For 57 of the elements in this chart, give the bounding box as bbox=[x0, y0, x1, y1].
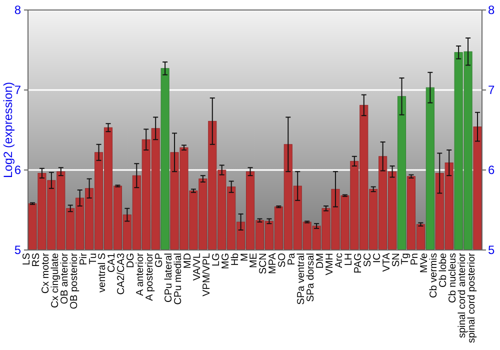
y2-tick-label: 6 bbox=[488, 162, 495, 177]
x-tick-label: DG bbox=[126, 252, 137, 268]
x-tick-label: Arc bbox=[334, 253, 345, 268]
x-tick-label: A anterior bbox=[135, 252, 146, 296]
y2-tick-label: 8 bbox=[488, 2, 495, 17]
x-tick-label: RS bbox=[30, 252, 42, 267]
x-tick-label: IC bbox=[372, 253, 383, 263]
y2-tick-label: 7 bbox=[488, 82, 495, 97]
x-tick-label: Pn bbox=[410, 253, 421, 266]
x-tick-label: SC bbox=[362, 253, 374, 267]
x-tick-label: CA1 bbox=[106, 252, 118, 272]
y-tick-label: 8 bbox=[14, 2, 22, 17]
x-tick-label: VMH bbox=[324, 253, 336, 276]
x-tick-label: ME bbox=[248, 252, 260, 268]
x-tick-label: OB anterior bbox=[59, 252, 70, 304]
x-tick-label: M bbox=[239, 253, 250, 262]
x-tick-label: CPu lateral bbox=[164, 253, 175, 302]
x-tick-label: Pir bbox=[78, 252, 90, 266]
x-tick-label: SN bbox=[390, 253, 402, 267]
x-tick-label: Pa bbox=[286, 252, 298, 266]
x-tick-label: MD bbox=[182, 253, 194, 269]
y-axis-title: Log2 (expression) bbox=[1, 82, 15, 178]
x-tick-label: SPa dorsal bbox=[306, 253, 317, 302]
x-tick-label: VPM/VPL bbox=[201, 252, 212, 296]
x-tick-label: Cb lobe bbox=[438, 252, 450, 288]
x-tick-label: SO bbox=[277, 252, 288, 268]
x-tick-label: GP bbox=[154, 252, 166, 268]
x-tick-label: OB posterior bbox=[68, 252, 80, 310]
y-tick-label: 6 bbox=[14, 162, 22, 177]
x-tick-label: MG bbox=[220, 252, 232, 270]
x-tick-label: LS bbox=[21, 252, 32, 266]
x-tick-label: Hb bbox=[230, 252, 241, 266]
x-tick-label: A posterior bbox=[144, 252, 156, 301]
x-tick-label: VTA bbox=[381, 252, 392, 272]
x-tick-label: MVe bbox=[419, 252, 430, 274]
y-tick-label: 5 bbox=[14, 242, 22, 257]
x-tick-label: DM bbox=[315, 253, 326, 269]
x-tick-label: Cx cingulate bbox=[50, 252, 61, 308]
x-tick-label: CA2/CA3 bbox=[116, 252, 128, 295]
x-tick-label: VA/VL bbox=[192, 252, 203, 281]
x-tick-label: Cb vermis bbox=[428, 253, 440, 298]
x-tick-label: PAG bbox=[352, 252, 364, 274]
x-tick-label: Tg bbox=[400, 253, 412, 265]
x-tick-label: CPu medial bbox=[172, 253, 184, 305]
y-tick-label: 7 bbox=[14, 82, 22, 97]
x-tick-label: SCN bbox=[258, 253, 270, 274]
x-tick-label: Cx motor bbox=[40, 252, 52, 294]
y2-tick-label: 5 bbox=[488, 242, 495, 257]
x-tick-label: Cb nucleus bbox=[448, 253, 459, 304]
x-tick-label: LH bbox=[343, 253, 354, 266]
x-tick-label: SPa ventral bbox=[296, 253, 308, 305]
x-tick-label: spinal cord anterior bbox=[457, 252, 468, 338]
x-tick-label: LG bbox=[210, 252, 222, 266]
x-tick-label: ventral S bbox=[97, 252, 108, 292]
x-tick-label: spinal cord posterior bbox=[466, 252, 478, 344]
x-tick-label: MPA bbox=[268, 252, 279, 274]
x-tick-label: Tu bbox=[88, 253, 99, 264]
